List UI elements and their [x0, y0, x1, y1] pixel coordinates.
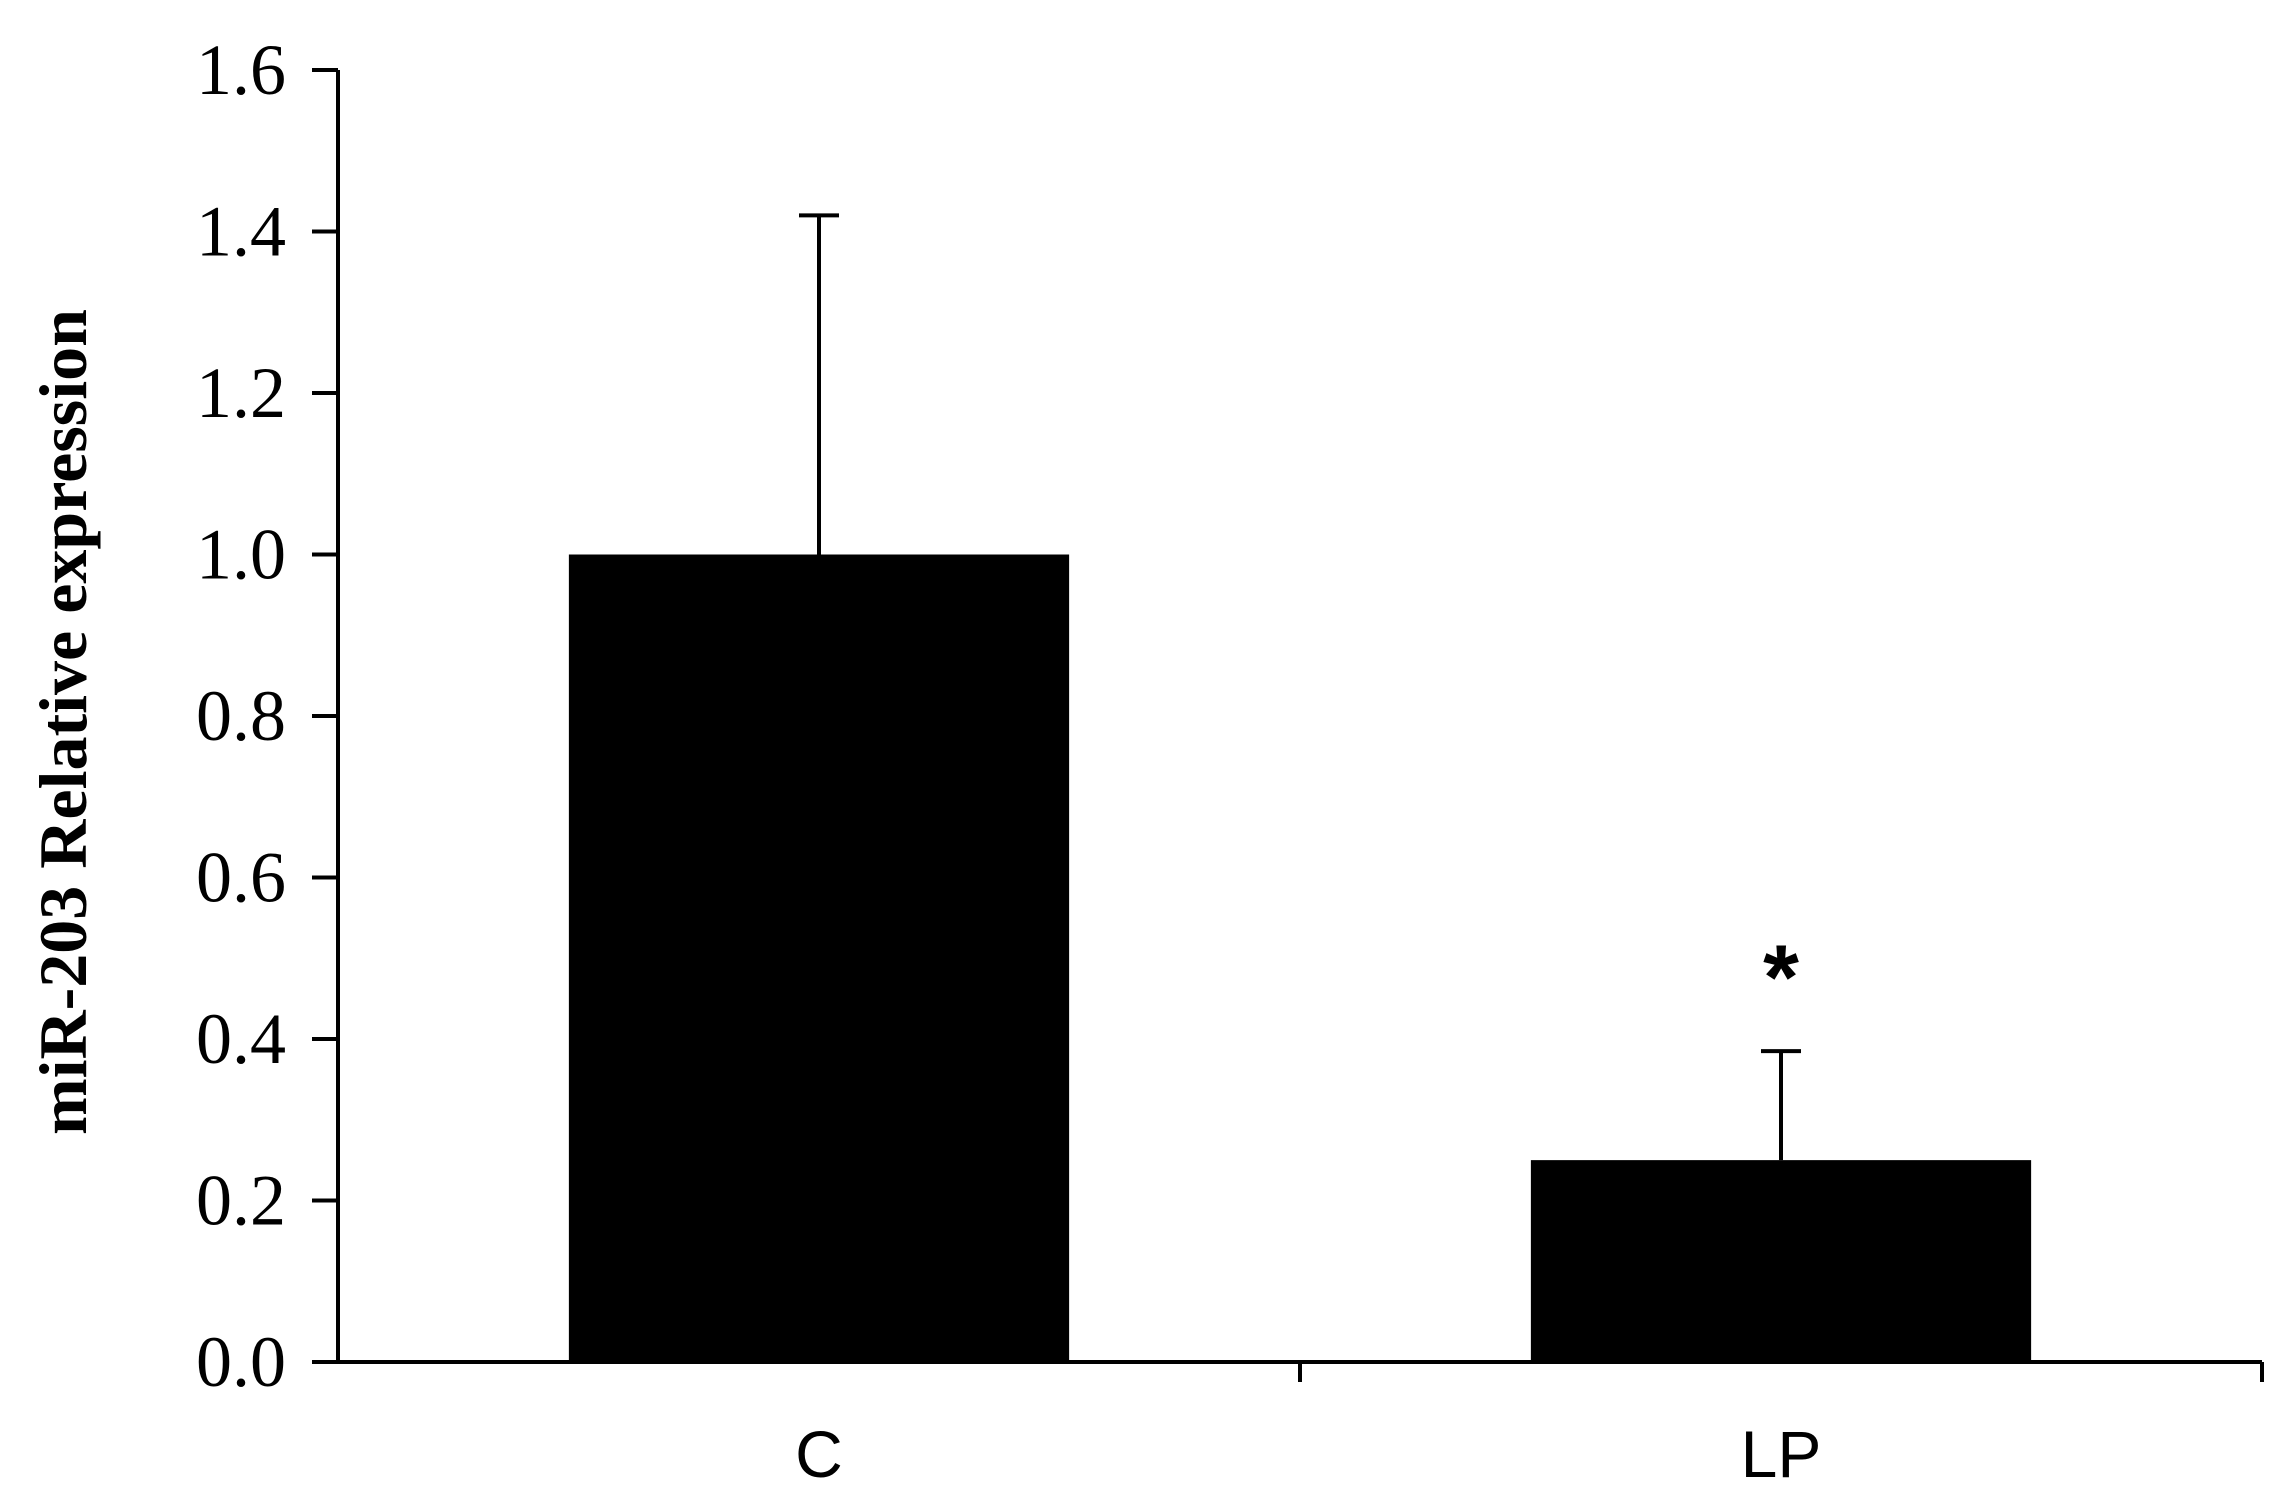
- y-ticks: 0.0 0.2 0.4 0.6 0.8 1.0 1.2 1.4 1.6: [196, 30, 338, 1402]
- y-tick-label: 0.4: [196, 999, 286, 1079]
- y-tick-label: 0.2: [196, 1161, 286, 1241]
- bars: [568, 554, 2032, 1362]
- y-tick-label: 0.8: [196, 676, 286, 756]
- category-labels: C LP: [795, 1417, 1821, 1491]
- significance-marks: *: [1763, 927, 1799, 1029]
- bar-c: [568, 554, 1070, 1362]
- category-label-lp: LP: [1741, 1417, 1822, 1491]
- y-tick-label: 0.0: [196, 1322, 286, 1402]
- category-label-c: C: [795, 1417, 843, 1491]
- y-tick-label: 1.2: [196, 353, 286, 433]
- y-tick-label: 1.0: [196, 515, 286, 595]
- y-tick-label: 0.6: [196, 838, 286, 918]
- significance-asterisk: *: [1763, 927, 1799, 1029]
- error-bars: [799, 213, 1801, 1161]
- bar-lp: [1530, 1160, 2032, 1362]
- y-axis-title-group: miR-203 Relative expression: [25, 309, 101, 1135]
- y-tick-label: 1.6: [196, 30, 286, 110]
- y-tick-label: 1.4: [196, 192, 286, 272]
- y-axis-title: miR-203 Relative expression: [25, 309, 101, 1135]
